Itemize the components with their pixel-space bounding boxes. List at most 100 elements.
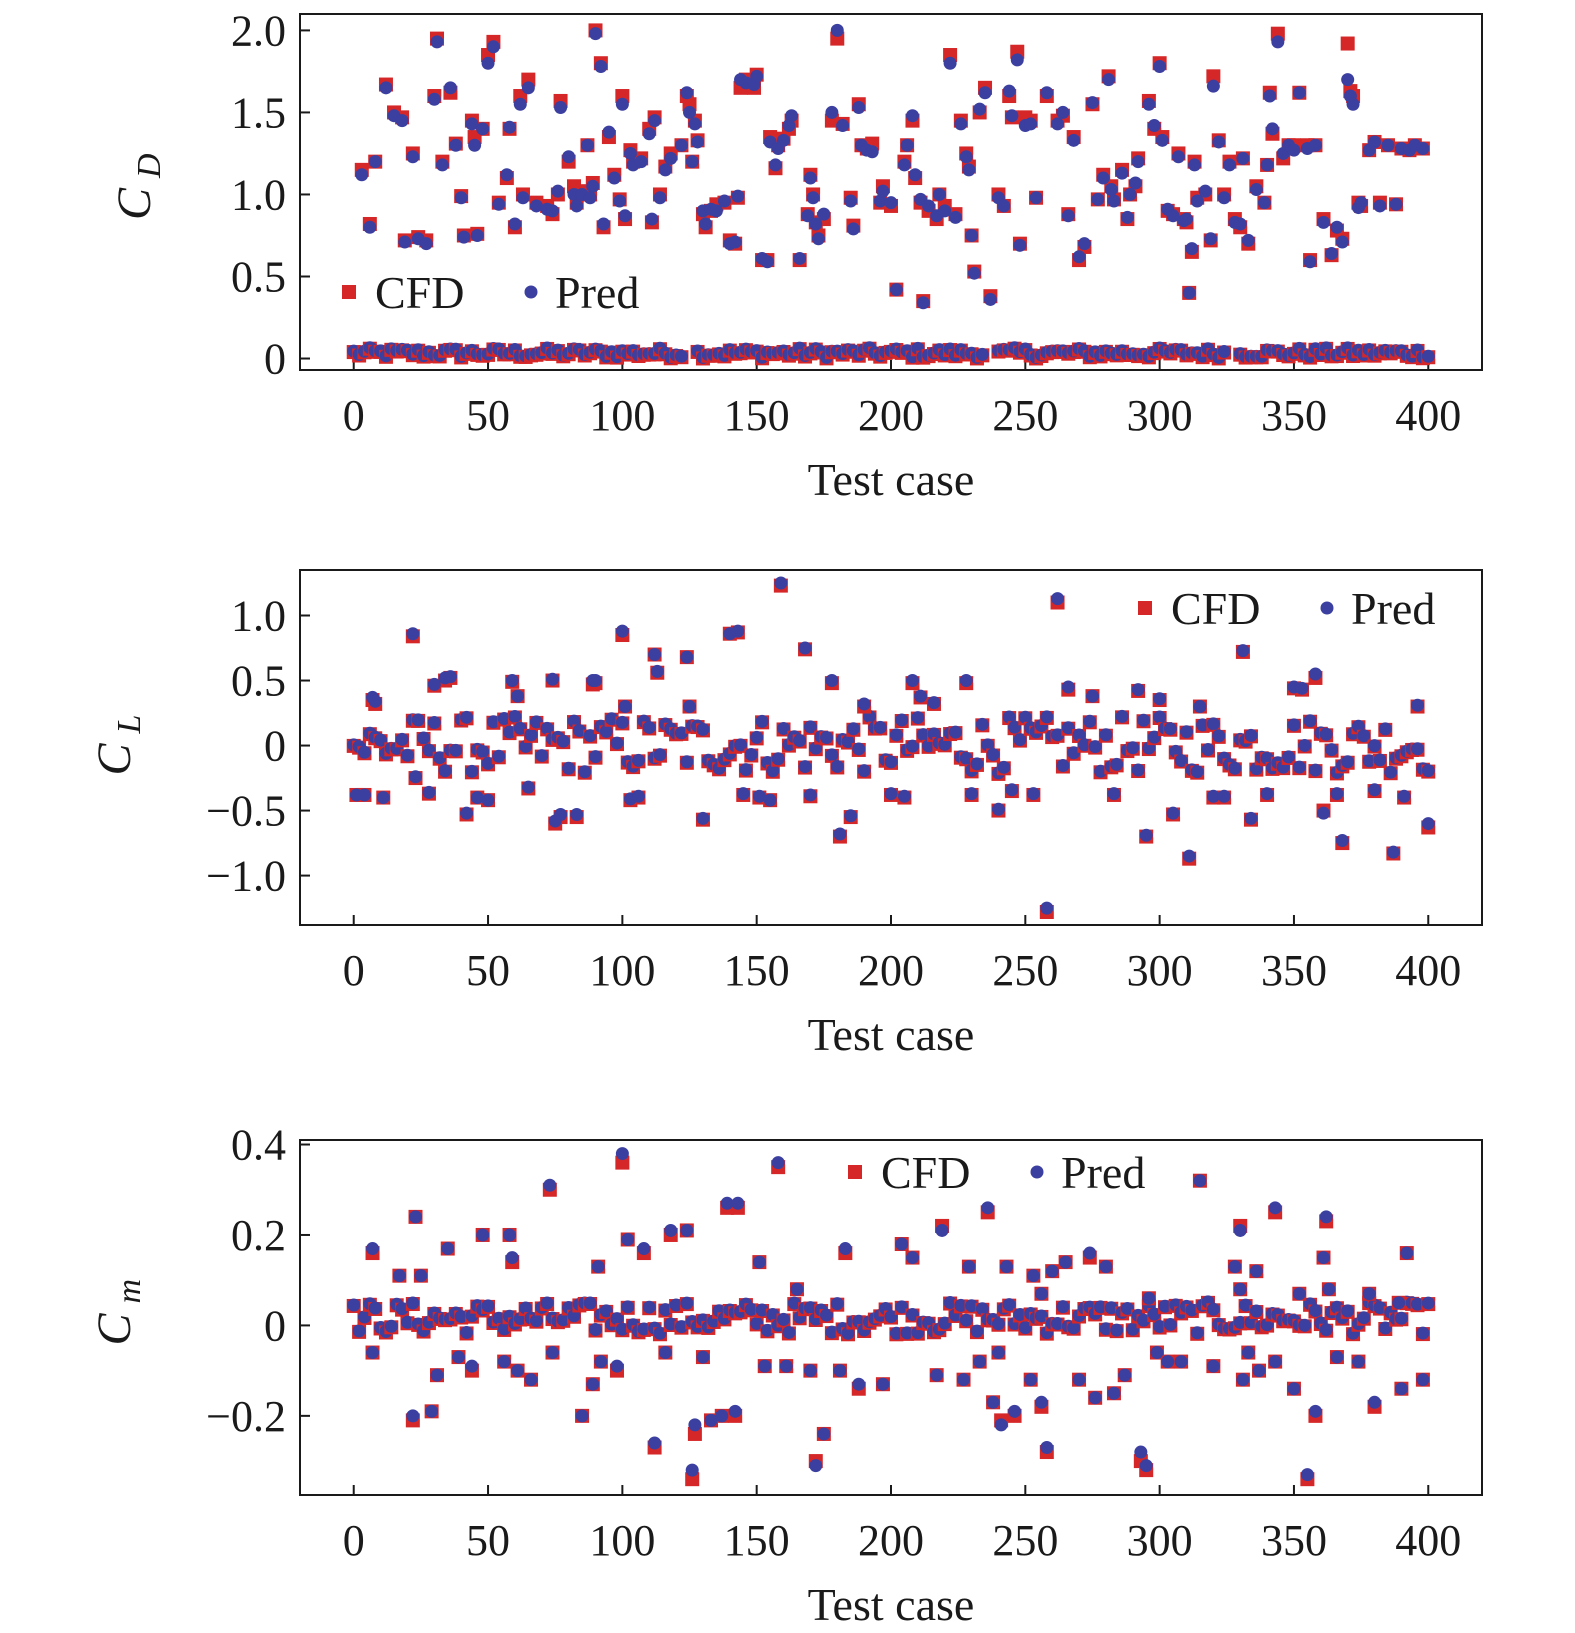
pred-point xyxy=(374,733,388,747)
pred-point xyxy=(664,151,678,165)
pred-point xyxy=(1185,1303,1199,1317)
pred-point xyxy=(1013,733,1027,747)
y-tick-label: 0 xyxy=(264,335,286,384)
pred-point xyxy=(556,1313,570,1327)
pred-point xyxy=(575,1409,589,1423)
chart-cm: 0 50 100 150 200 250 300 350 400 −0.2 0 0.2 0.4 Test … xyxy=(88,1121,1483,1630)
pred-point xyxy=(1072,728,1086,742)
pred-point xyxy=(1002,84,1016,98)
pred-point xyxy=(766,1307,780,1321)
pred-point xyxy=(1204,232,1218,246)
pred-point xyxy=(1416,1326,1430,1340)
pred-point xyxy=(1198,184,1212,198)
pred-point xyxy=(876,1377,890,1391)
pred-point xyxy=(1163,1317,1177,1331)
pred-point xyxy=(1287,1382,1301,1396)
pred-point xyxy=(873,720,887,734)
pred-point xyxy=(1416,142,1430,156)
pred-point xyxy=(691,135,705,149)
pred-point xyxy=(355,168,369,182)
pred-point xyxy=(347,1298,361,1312)
y-axis-title: Cm xyxy=(88,1279,148,1346)
x-tick-label: 250 xyxy=(992,1516,1058,1565)
dense-band xyxy=(346,1295,1436,1342)
pred-point xyxy=(1024,1373,1038,1387)
pred-point xyxy=(1040,901,1054,915)
x-tick-label: 200 xyxy=(858,946,924,995)
pred-point xyxy=(809,741,823,755)
pred-point xyxy=(758,1359,772,1373)
pred-point xyxy=(1005,109,1019,123)
x-tick-label: 350 xyxy=(1261,391,1327,440)
pred-point xyxy=(954,1298,968,1312)
pred-point xyxy=(650,664,664,678)
pred-point xyxy=(357,1310,371,1324)
pred-point xyxy=(1354,196,1368,210)
pred-point xyxy=(905,674,919,688)
pred-point xyxy=(1104,183,1118,197)
x-tick-label: 100 xyxy=(589,1516,655,1565)
pred-point xyxy=(763,793,777,807)
pred-point xyxy=(406,150,420,164)
pred-point xyxy=(817,1427,831,1441)
pred-point xyxy=(930,1368,944,1382)
pred-point xyxy=(618,700,632,714)
cfd-point xyxy=(1340,36,1355,51)
pred-point xyxy=(922,739,936,753)
pred-point xyxy=(1142,1291,1156,1305)
pred-point xyxy=(540,721,554,735)
cfd-point xyxy=(685,1472,700,1487)
pred-point xyxy=(615,715,629,729)
pred-point xyxy=(392,1269,406,1283)
pred-point xyxy=(803,720,817,734)
pred-point xyxy=(554,807,568,821)
pred-point xyxy=(1308,763,1322,777)
pred-point xyxy=(685,155,699,169)
pred-point xyxy=(1099,1322,1113,1336)
dense-band xyxy=(346,709,1436,781)
x-tick-label: 150 xyxy=(724,1516,790,1565)
pred-point xyxy=(427,715,441,729)
pred-point xyxy=(457,230,471,244)
pred-point xyxy=(820,1308,834,1322)
pred-point xyxy=(1123,187,1137,201)
pred-point xyxy=(1206,1359,1220,1373)
pred-point xyxy=(680,1296,694,1310)
plot-frame xyxy=(299,13,1483,371)
pred-point xyxy=(782,119,796,133)
pred-point xyxy=(1260,787,1274,801)
pred-point xyxy=(1319,1210,1333,1224)
pred-point xyxy=(637,1242,651,1256)
pred-point xyxy=(830,23,844,37)
pred-point xyxy=(1171,150,1185,164)
pred-point xyxy=(905,739,919,753)
pred-point xyxy=(680,86,694,100)
pred-point xyxy=(932,187,946,201)
pred-point xyxy=(583,191,597,205)
pred-point xyxy=(1083,714,1097,728)
pred-point xyxy=(481,756,495,770)
pred-point xyxy=(648,1436,662,1450)
pred-point xyxy=(973,102,987,116)
pred-point xyxy=(1362,754,1376,768)
pred-point xyxy=(433,751,447,765)
pred-point xyxy=(1190,194,1204,208)
y-axis-title: CL xyxy=(88,715,148,776)
pred-point xyxy=(699,217,713,231)
pred-point xyxy=(981,1201,995,1215)
pred-point xyxy=(1421,817,1435,831)
pred-point xyxy=(1373,1301,1387,1315)
pred-point xyxy=(830,1297,844,1311)
pred-point xyxy=(750,1316,764,1330)
x-tick-label: 300 xyxy=(1127,946,1193,995)
pred-point xyxy=(589,1323,602,1337)
pred-point xyxy=(1239,1298,1253,1312)
y-tick-label: 1.0 xyxy=(231,592,286,641)
pred-point xyxy=(997,760,1011,774)
pred-point xyxy=(959,751,973,765)
x-tick-label: 0 xyxy=(343,1516,365,1565)
pred-point xyxy=(1096,171,1110,185)
pred-point xyxy=(578,765,592,779)
pred-point xyxy=(642,1300,656,1314)
pred-point xyxy=(556,734,570,748)
